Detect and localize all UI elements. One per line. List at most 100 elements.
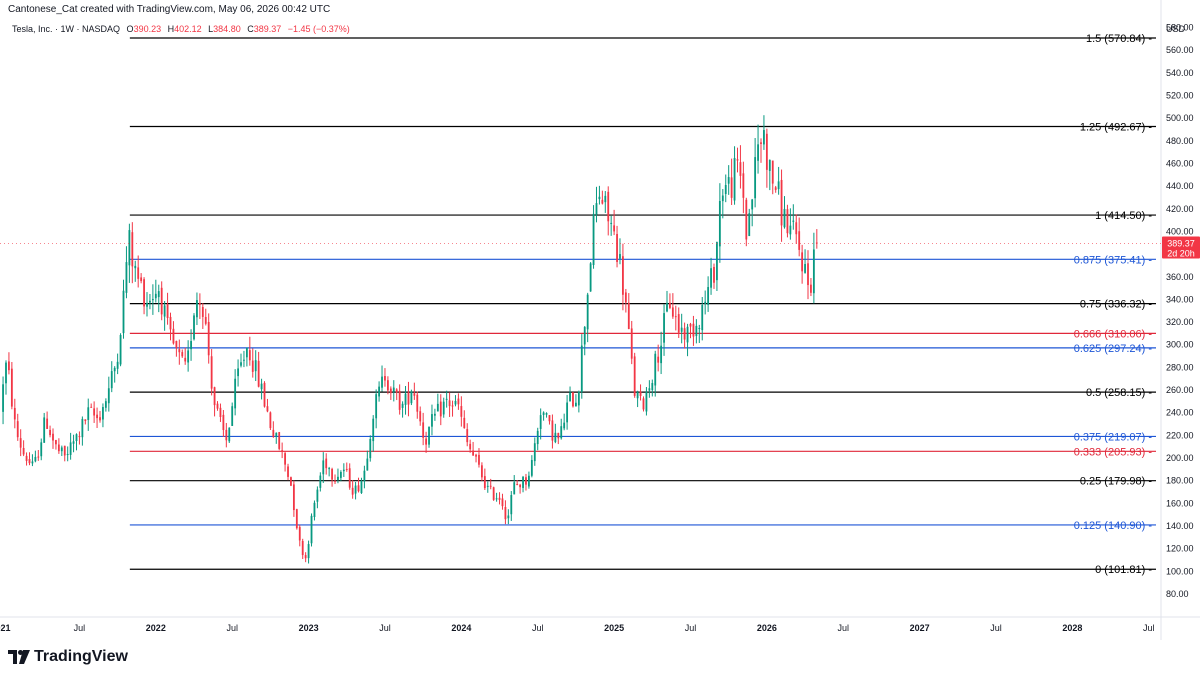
candle-body <box>375 394 378 419</box>
candle-body <box>137 267 140 279</box>
time-axis: 021 Jul 2022 Jul 2023 Jul 2024 Jul 2025 Jul 2026 Ju… <box>0 623 1155 633</box>
candle-body <box>469 443 472 450</box>
candle-body <box>263 382 266 407</box>
candle-body <box>460 406 463 417</box>
candle-body <box>381 376 383 388</box>
candle-body <box>451 405 454 407</box>
time-tick-label: 2028 <box>1062 623 1082 633</box>
candle-body <box>251 360 254 372</box>
candle-body <box>216 403 219 409</box>
last-price-tag <box>1162 236 1200 259</box>
candle-body <box>34 456 37 462</box>
candle-body <box>78 436 81 438</box>
candle-body <box>613 225 616 232</box>
candle-body <box>389 388 392 394</box>
candle-body <box>586 294 589 330</box>
candle-body <box>334 480 336 482</box>
candle-body <box>572 392 574 407</box>
candle-body <box>433 413 436 416</box>
candle-body <box>166 304 169 319</box>
fib-level-label: 0.625 (297.24) - <box>1074 343 1153 355</box>
high-label: H <box>167 24 175 34</box>
candle-body <box>701 304 704 331</box>
candle-body <box>742 173 745 198</box>
price-tick-label: 140.00 <box>1166 521 1194 531</box>
fib-level-label: 0.333 (205.93) - <box>1074 446 1153 458</box>
candle-body <box>175 340 178 348</box>
candle-body <box>601 199 604 204</box>
candle-body <box>598 196 601 200</box>
candle-body <box>663 313 665 343</box>
candle-body <box>595 203 598 215</box>
candle-body <box>619 254 621 259</box>
fib-level-label: 0.125 (140.90) - <box>1074 520 1153 532</box>
candle-body <box>357 485 360 492</box>
price-tick-label: 120.00 <box>1166 544 1194 554</box>
symbol-name: Tesla, Inc. · 1W · NASDAQ <box>12 24 121 34</box>
candle-body <box>281 450 284 452</box>
candle-body <box>260 383 263 390</box>
candle-body <box>718 200 721 247</box>
candle-body <box>439 401 442 417</box>
candle-body <box>295 509 298 529</box>
candle-body <box>792 220 795 222</box>
candle-body <box>733 158 736 201</box>
symbol-ohlc-legend: Tesla, Inc. · 1W · NASDAQ O390.23 H402.1… <box>12 24 350 34</box>
candle-body <box>560 426 563 439</box>
candle-body <box>257 360 260 387</box>
low-value: 384.80 <box>213 24 241 34</box>
candle-body <box>422 422 425 438</box>
candle-body <box>154 293 157 299</box>
candle-body <box>146 302 148 307</box>
candle-body <box>660 345 663 364</box>
candle-body <box>507 515 510 519</box>
candle-body <box>181 352 184 357</box>
price-tick-label: 180.00 <box>1166 476 1194 486</box>
high-value: 402.12 <box>174 24 202 34</box>
candle-body <box>636 392 639 399</box>
candle-body <box>134 265 137 269</box>
candle-body <box>392 387 395 392</box>
candle-body <box>528 475 530 487</box>
candle-body <box>204 316 207 324</box>
fib-level-label: 0.375 (219.07) - <box>1074 431 1153 443</box>
candle-body <box>425 438 428 445</box>
candle-body <box>363 470 366 482</box>
candle-body <box>243 359 245 361</box>
price-tick-label: 480.00 <box>1166 136 1194 146</box>
price-chart[interactable]: 1.5 (570.84) - 1.25 (492.67) - 1 (414.50) … <box>0 0 1200 640</box>
candle-body <box>436 403 439 412</box>
candle-body <box>580 345 583 393</box>
candle-body <box>478 454 480 465</box>
candle-body <box>213 387 216 406</box>
price-tick-label: 460.00 <box>1166 159 1194 169</box>
candle-body <box>287 466 289 477</box>
candle-body <box>240 362 242 366</box>
price-tick-label: 560.00 <box>1166 45 1194 55</box>
candle-body <box>710 268 712 288</box>
candle-body <box>428 426 430 445</box>
candle-body <box>633 356 636 396</box>
candle-body <box>804 264 806 273</box>
candle-body <box>63 445 66 456</box>
candle-body <box>707 287 710 305</box>
candle-body <box>290 477 292 486</box>
tradingview-logo-icon <box>8 650 30 664</box>
price-tick-label: 240.00 <box>1166 408 1194 418</box>
time-tick-label: 2027 <box>910 623 930 633</box>
candle-body <box>225 429 228 441</box>
candle-body <box>745 199 748 240</box>
price-tick-label: 280.00 <box>1166 362 1194 372</box>
price-tick-label: 520.00 <box>1166 91 1194 101</box>
time-tick-label: Jul <box>685 623 697 633</box>
fib-level-label: 1 (414.50) - <box>1095 210 1152 222</box>
candle-body <box>522 476 524 488</box>
candle-body <box>674 316 677 318</box>
candle-body <box>96 414 98 419</box>
tradingview-logo[interactable]: TradingView <box>8 648 128 666</box>
candle-body <box>410 391 413 404</box>
tradingview-brand: TradingView <box>34 648 128 665</box>
candle-body <box>113 367 116 372</box>
candle-body <box>545 413 548 415</box>
candle-body <box>760 142 762 144</box>
